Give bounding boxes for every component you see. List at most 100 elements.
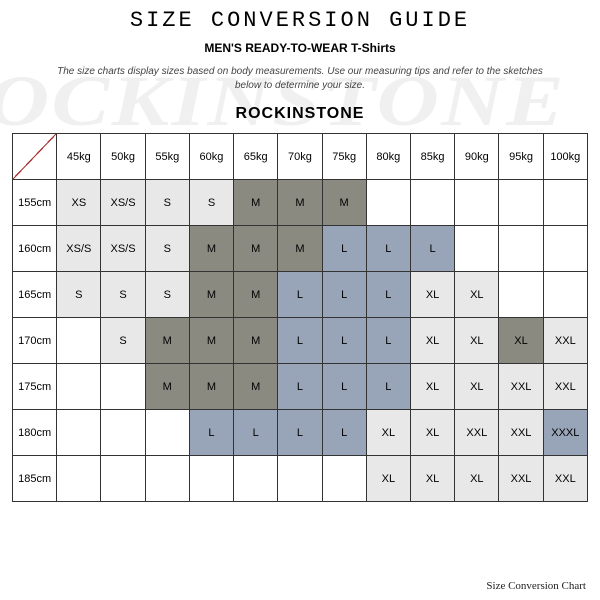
size-cell [101,410,145,456]
size-cell: XXL [543,364,587,410]
size-cell: L [189,410,233,456]
size-cell: XL [455,456,499,502]
table-row: 185cmXLXLXLXXLXXL [13,456,588,502]
size-cell: S [189,180,233,226]
size-cell: M [189,226,233,272]
col-header: 95kg [499,134,543,180]
size-cell: XXL [543,318,587,364]
size-cell: L [366,318,410,364]
size-cell: XL [366,456,410,502]
size-cell [410,180,454,226]
size-cell [57,410,101,456]
size-cell: M [278,180,322,226]
col-header: 100kg [543,134,587,180]
size-cell: M [145,364,189,410]
page-title: SIZE CONVERSION GUIDE [0,8,600,33]
size-cell: XS [57,180,101,226]
size-cell [278,456,322,502]
size-cell [455,226,499,272]
size-cell: XXL [499,456,543,502]
col-header: 65kg [234,134,278,180]
size-cell: XS/S [57,226,101,272]
row-header: 155cm [13,180,57,226]
header: SIZE CONVERSION GUIDE MEN'S READY-TO-WEA… [0,0,600,123]
size-cell: L [322,364,366,410]
size-cell: M [278,226,322,272]
size-cell [322,456,366,502]
col-header: 60kg [189,134,233,180]
size-cell [101,456,145,502]
size-cell: S [101,272,145,318]
table-corner [13,134,57,180]
table-row: 175cmMMMLLLXLXLXXLXXL [13,364,588,410]
size-cell: L [322,272,366,318]
col-header: 80kg [366,134,410,180]
col-header: 75kg [322,134,366,180]
row-header: 180cm [13,410,57,456]
size-cell: M [234,180,278,226]
size-cell: XXL [499,410,543,456]
size-cell: S [101,318,145,364]
col-header: 70kg [278,134,322,180]
brand-name: ROCKINSTONE [0,105,600,123]
size-cell [543,272,587,318]
size-cell: L [366,226,410,272]
row-header: 170cm [13,318,57,364]
col-header: 45kg [57,134,101,180]
row-header: 165cm [13,272,57,318]
size-cell [57,364,101,410]
table-row: 165cmSSSMMLLLXLXL [13,272,588,318]
subtitle: MEN'S READY-TO-WEAR T-Shirts [0,41,600,55]
size-cell: L [278,318,322,364]
row-header: 160cm [13,226,57,272]
table-row: 170cmSMMMLLLXLXLXLXXL [13,318,588,364]
size-cell: L [322,410,366,456]
size-cell: XS/S [101,180,145,226]
size-cell: L [366,272,410,318]
size-cell: M [189,318,233,364]
size-cell: XXL [543,456,587,502]
size-cell: S [145,272,189,318]
size-cell [57,318,101,364]
size-cell [189,456,233,502]
size-cell: L [278,364,322,410]
size-cell: L [278,410,322,456]
size-table: 45kg50kg55kg60kg65kg70kg75kg80kg85kg90kg… [12,133,588,502]
size-cell: L [234,410,278,456]
size-cell [145,456,189,502]
size-cell: XL [366,410,410,456]
subtitle-variant: T-Shirts [351,41,396,55]
size-table-container: 45kg50kg55kg60kg65kg70kg75kg80kg85kg90kg… [0,133,600,502]
size-cell: L [278,272,322,318]
size-cell [455,180,499,226]
size-cell: M [234,318,278,364]
size-cell: XS/S [101,226,145,272]
size-cell: XXL [455,410,499,456]
size-cell: XXL [499,364,543,410]
size-cell: S [145,226,189,272]
size-cell: L [366,364,410,410]
table-row: 155cmXSXS/SSSMMM [13,180,588,226]
size-cell: XL [455,272,499,318]
size-cell: XL [410,410,454,456]
size-cell [366,180,410,226]
size-cell: XL [410,318,454,364]
size-cell: L [410,226,454,272]
size-cell [101,364,145,410]
table-row: 180cmLLLLXLXLXXLXXLXXXL [13,410,588,456]
size-cell: XL [499,318,543,364]
size-cell: L [322,318,366,364]
caption: Size Conversion Chart [486,580,586,592]
size-cell [499,272,543,318]
size-cell [145,410,189,456]
size-cell: L [322,226,366,272]
size-cell: XL [410,272,454,318]
col-header: 90kg [455,134,499,180]
size-cell: XL [455,364,499,410]
size-cell [543,180,587,226]
row-header: 185cm [13,456,57,502]
description: The size charts display sizes based on b… [0,65,600,93]
size-cell: M [145,318,189,364]
table-row: 160cmXS/SXS/SSMMMLLL [13,226,588,272]
size-cell: M [234,272,278,318]
